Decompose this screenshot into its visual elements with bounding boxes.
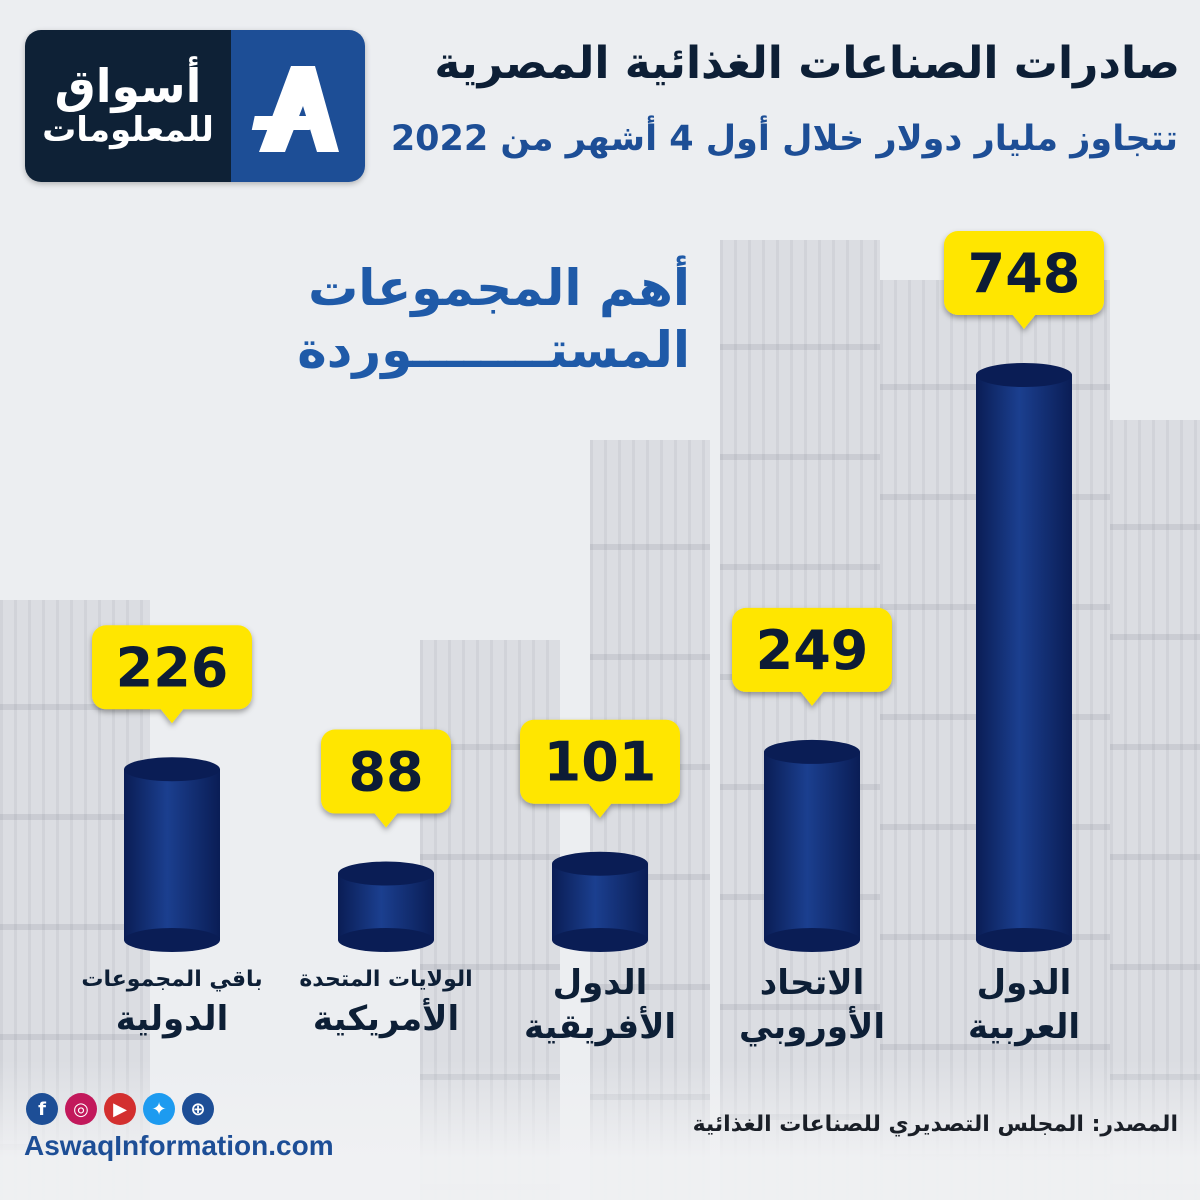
bar-base-4: [338, 928, 434, 952]
category-label-3-line-1: الدول: [552, 963, 648, 1003]
bar-4: [338, 861, 434, 952]
bar-base-1: [976, 928, 1072, 952]
value-label-2: 249: [756, 619, 869, 682]
category-label-1: الدول العربية: [904, 962, 1144, 1049]
source-note: المصدر: المجلس التصديري للصناعات الغذائي…: [692, 1112, 1178, 1137]
category-label-4-line-1: الولايات المتحدة: [299, 967, 473, 992]
bar-3: [552, 851, 648, 952]
bar-top-2: [764, 739, 860, 764]
value-badge-3: 101: [520, 719, 680, 818]
logo-line-2: للمعلومات: [42, 109, 214, 150]
bar-base-3: [552, 928, 648, 952]
bar-2: [764, 739, 860, 952]
section-heading-line-2: المستــــــــوردة: [297, 321, 690, 379]
category-label-5: باقي المجموعات الدولية: [52, 962, 292, 1041]
bar-body-2: [764, 751, 860, 940]
youtube-icon[interactable]: ▶: [104, 1093, 136, 1125]
value-label-1: 748: [968, 242, 1081, 305]
category-label-5-line-2: الدولية: [115, 999, 229, 1040]
value-badge-1: 748: [944, 231, 1104, 329]
category-label-2-line-1: الاتحاد: [759, 963, 865, 1003]
social-icons: f ◎ ▶ ✦ ⊕: [26, 1093, 214, 1125]
value-badge-2: 249: [732, 607, 892, 706]
globe-icon[interactable]: ⊕: [182, 1093, 214, 1125]
category-label-1-line-2: العربية: [967, 1006, 1081, 1047]
logo-text: أسواق للمعلومات: [25, 30, 231, 182]
category-label-5-line-1: باقي المجموعات: [81, 967, 263, 992]
section-heading: أهم المجموعات المستــــــــوردة: [240, 258, 690, 383]
facebook-icon[interactable]: f: [26, 1093, 58, 1125]
bar-body-5: [124, 769, 220, 940]
category-label-4-line-2: الأمريكية: [312, 999, 460, 1040]
bar-body-3: [552, 863, 648, 940]
category-label-4: الولايات المتحدة الأمريكية: [266, 962, 506, 1041]
category-label-1-line-1: الدول: [976, 963, 1072, 1003]
logo-line-1: أسواق: [54, 59, 202, 114]
value-label-4: 88: [348, 741, 423, 804]
category-label-3: الدول الأفريقية: [480, 962, 720, 1049]
category-label-2-line-2: الأوروبي: [739, 1006, 885, 1047]
twitter-icon[interactable]: ✦: [143, 1093, 175, 1125]
page-subtitle: تتجاوز مليار دولار خلال أول 4 أشهر من 20…: [390, 119, 1178, 159]
bar-1: [976, 363, 1072, 952]
value-label-3: 101: [544, 731, 657, 794]
value-badge-5: 226: [92, 625, 252, 724]
bar-base-2: [764, 928, 860, 952]
aswaq-a-logo-icon: [231, 30, 365, 182]
bar-top-5: [124, 757, 220, 782]
bar-body-1: [976, 375, 1072, 940]
website-url[interactable]: AswaqInformation.com: [24, 1130, 334, 1161]
bar-top-1: [976, 363, 1072, 387]
bar-5: [124, 757, 220, 952]
category-label-3-line-2: الأفريقية: [523, 1006, 677, 1047]
section-heading-line-1: أهم المجموعات: [308, 259, 690, 317]
instagram-icon[interactable]: ◎: [65, 1093, 97, 1125]
brand-logo: أسواق للمعلومات: [25, 30, 365, 182]
category-label-2: الاتحاد الأوروبي: [692, 962, 932, 1049]
value-label-5: 226: [116, 636, 229, 699]
bar-base-5: [124, 928, 220, 952]
page-title: صادرات الصناعات الغذائية المصرية: [434, 38, 1180, 89]
bar-top-4: [338, 861, 434, 886]
bar-top-3: [552, 851, 648, 876]
value-badge-4: 88: [321, 729, 451, 828]
